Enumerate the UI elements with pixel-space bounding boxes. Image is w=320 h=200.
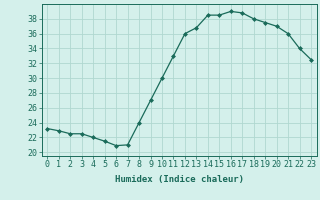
- X-axis label: Humidex (Indice chaleur): Humidex (Indice chaleur): [115, 175, 244, 184]
